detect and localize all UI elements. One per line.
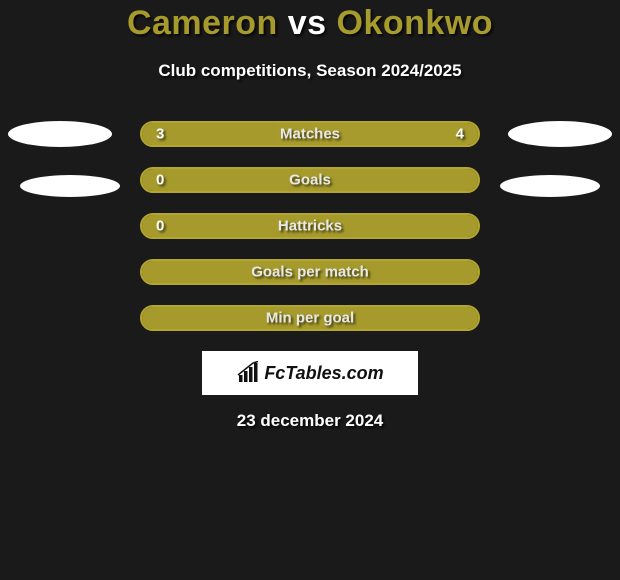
- stat-row: 0 Hattricks: [140, 213, 480, 239]
- stat-label: Min per goal: [266, 310, 354, 327]
- brand-text: FcTables.com: [264, 363, 383, 384]
- title-block: Cameron vs Okonkwo: [0, 0, 620, 43]
- player1-marker2-icon: [20, 175, 120, 197]
- vs-text: vs: [278, 4, 337, 42]
- stat-label: Goals per match: [251, 264, 369, 281]
- player1-name: Cameron: [127, 4, 278, 42]
- date-label: 23 december 2024: [0, 411, 620, 431]
- stat-row: Min per goal: [140, 305, 480, 331]
- stat-row: 0 Goals: [140, 167, 480, 193]
- comparison-rows: 3 4 Matches 0 Goals 0 Hattricks Goals per match…: [140, 121, 480, 331]
- brand-chart-icon: [236, 361, 260, 385]
- player1-value: 3: [156, 126, 164, 143]
- comparison-chart: 3 4 Matches 0 Goals 0 Hattricks Goals per match…: [0, 121, 620, 331]
- stat-label: Hattricks: [278, 218, 342, 235]
- page-title: Cameron vs Okonkwo: [0, 4, 620, 43]
- player1-value: 0: [156, 218, 164, 235]
- stat-row: 3 4 Matches: [140, 121, 480, 147]
- stat-row: Goals per match: [140, 259, 480, 285]
- stat-label: Goals: [289, 172, 331, 189]
- player1-marker-icon: [8, 121, 112, 147]
- player2-marker-icon: [508, 121, 612, 147]
- subtitle: Club competitions, Season 2024/2025: [0, 61, 620, 81]
- player2-marker2-icon: [500, 175, 600, 197]
- player2-value: 4: [456, 126, 464, 143]
- stat-label: Matches: [280, 126, 340, 143]
- player2-name: Okonkwo: [337, 4, 494, 42]
- player1-value: 0: [156, 172, 164, 189]
- brand-badge: FcTables.com: [202, 351, 418, 395]
